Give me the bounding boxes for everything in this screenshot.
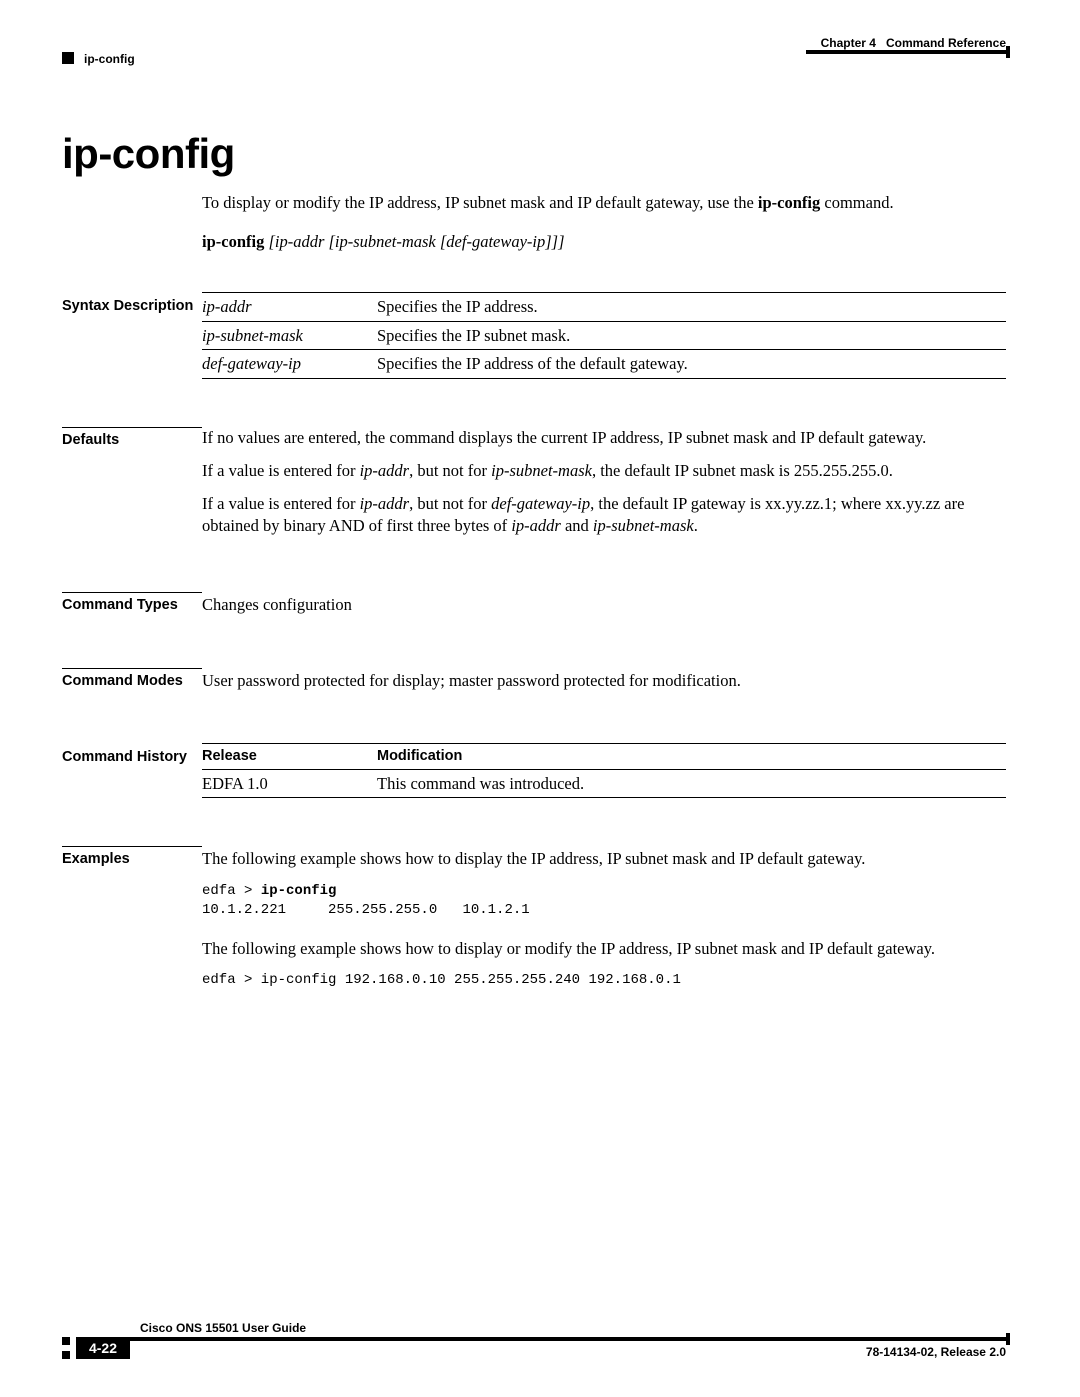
defaults-p2: If a value is entered for ip-addr, but n… [202, 460, 1006, 481]
history-body: Release Modification EDFA 1.0 This comma… [202, 743, 1006, 798]
cmdtypes-body: Changes configuration [202, 592, 1006, 627]
intro-block: To display or modify the IP address, IP … [202, 192, 1006, 252]
history-release: EDFA 1.0 [202, 770, 377, 798]
table-row: EDFA 1.0 This command was introduced. [202, 770, 1006, 798]
section-examples: Examples The following example shows how… [62, 846, 1006, 1008]
section-history: Command History Release Modification EDF… [62, 743, 1006, 798]
examples-p1: The following example shows how to displ… [202, 848, 1006, 869]
header-chapter-title: Command Reference [886, 36, 1006, 50]
page-footer: Cisco ONS 15501 User Guide 4-22 78-14134… [62, 1321, 1006, 1359]
intro-paragraph: To display or modify the IP address, IP … [202, 192, 1006, 213]
txt: , but not for [409, 461, 491, 480]
syntax-table: ip-addr Specifies the IP address. ip-sub… [202, 292, 1006, 378]
code-output: 10.1.2.221 255.255.255.0 10.1.2.1 [202, 902, 530, 918]
history-col-modification: Modification [377, 744, 1006, 770]
section-defaults: Defaults If no values are entered, the c… [62, 427, 1006, 549]
txt-italic: def-gateway-ip [491, 494, 590, 513]
label-examples: Examples [62, 846, 202, 1008]
code-prompt: edfa > [202, 883, 261, 899]
defaults-body: If no values are entered, the command di… [202, 427, 1006, 549]
txt: . [694, 516, 698, 535]
txt: , but not for [409, 494, 491, 513]
footer-rule-tick-icon [1006, 1333, 1010, 1345]
examples-p2: The following example shows how to displ… [202, 938, 1006, 959]
header-marker-icon [62, 52, 74, 64]
section-syntax: Syntax Description ip-addr Specifies the… [62, 292, 1006, 378]
history-table: Release Modification EDFA 1.0 This comma… [202, 743, 1006, 798]
footer-docnum: 78-14134-02, Release 2.0 [866, 1345, 1006, 1359]
page: ip-config Chapter 4 Command Reference ip… [0, 0, 1080, 1397]
table-row: def-gateway-ip Specifies the IP address … [202, 350, 1006, 378]
footer-page-number: 4-22 [76, 1337, 130, 1359]
table-header-row: Release Modification [202, 744, 1006, 770]
txt-italic: ip-addr [360, 494, 410, 513]
intro-text-pre: To display or modify the IP address, IP … [202, 193, 758, 212]
label-cmdmodes: Command Modes [62, 668, 202, 703]
table-row: ip-subnet-mask Specifies the IP subnet m… [202, 321, 1006, 349]
label-syntax: Syntax Description [62, 292, 202, 378]
label-history: Command History [62, 743, 202, 798]
syntax-body: ip-addr Specifies the IP address. ip-sub… [202, 292, 1006, 378]
examples-body: The following example shows how to displ… [202, 846, 1006, 1008]
syntax-line: ip-config [ip-addr [ip-subnet-mask [def-… [202, 231, 1006, 252]
syntax-param: ip-subnet-mask [202, 321, 377, 349]
syntax-param: def-gateway-ip [202, 350, 377, 378]
header-rule-tick-icon [1006, 46, 1010, 58]
table-row: ip-addr Specifies the IP address. [202, 293, 1006, 321]
txt-italic: ip-subnet-mask [593, 516, 694, 535]
txt-italic: ip-subnet-mask [491, 461, 592, 480]
page-title: ip-config [62, 130, 1006, 178]
header-rule [806, 50, 1006, 54]
cmdmodes-text: User password protected for display; mas… [202, 670, 1006, 691]
defaults-p1: If no values are entered, the command di… [202, 427, 1006, 448]
txt: , the default IP subnet mask is 255.255.… [592, 461, 893, 480]
txt: If a value is entered for [202, 494, 360, 513]
footer-book-title: Cisco ONS 15501 User Guide [140, 1321, 1006, 1335]
footer-rule [130, 1337, 1006, 1341]
txt-italic: ip-addr [360, 461, 410, 480]
syntax-args: [ip-addr [ip-subnet-mask [def-gateway-ip… [264, 232, 564, 251]
defaults-p3: If a value is entered for ip-addr, but n… [202, 493, 1006, 536]
syntax-desc: Specifies the IP subnet mask. [377, 321, 1006, 349]
footer-marker-icon [62, 1337, 70, 1345]
header-topic: ip-config [84, 52, 135, 66]
history-col-release: Release [202, 744, 377, 770]
section-cmdmodes: Command Modes User password protected fo… [62, 668, 1006, 703]
syntax-desc: Specifies the IP address of the default … [377, 350, 1006, 378]
txt-italic: ip-addr [511, 516, 561, 535]
history-modification: This command was introduced. [377, 770, 1006, 798]
label-cmdtypes: Command Types [62, 592, 202, 627]
header-chapter-label: Chapter 4 [821, 36, 876, 50]
page-header: ip-config Chapter 4 Command Reference [62, 36, 1006, 64]
section-cmdtypes: Command Types Changes configuration [62, 592, 1006, 627]
syntax-param: ip-addr [202, 293, 377, 321]
footer-bar: 4-22 78-14134-02, Release 2.0 [62, 1337, 1006, 1359]
example-code-2: edfa > ip-config 192.168.0.10 255.255.25… [202, 971, 1006, 990]
txt: and [561, 516, 593, 535]
syntax-cmd: ip-config [202, 232, 264, 251]
code-cmd-bold: ip-config [261, 883, 337, 899]
label-defaults: Defaults [62, 427, 202, 549]
txt: If a value is entered for [202, 461, 360, 480]
example-code-1: edfa > ip-config 10.1.2.221 255.255.255.… [202, 882, 1006, 920]
cmdmodes-body: User password protected for display; mas… [202, 668, 1006, 703]
cmdtypes-text: Changes configuration [202, 594, 1006, 615]
intro-cmd-name: ip-config [758, 193, 820, 212]
header-chapter: Chapter 4 Command Reference [821, 36, 1006, 50]
intro-text-post: command. [820, 193, 893, 212]
footer-marker-icon [62, 1351, 70, 1359]
syntax-desc: Specifies the IP address. [377, 293, 1006, 321]
